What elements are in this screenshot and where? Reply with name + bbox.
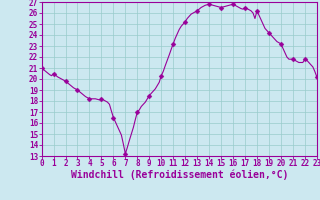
X-axis label: Windchill (Refroidissement éolien,°C): Windchill (Refroidissement éolien,°C)	[70, 170, 288, 180]
